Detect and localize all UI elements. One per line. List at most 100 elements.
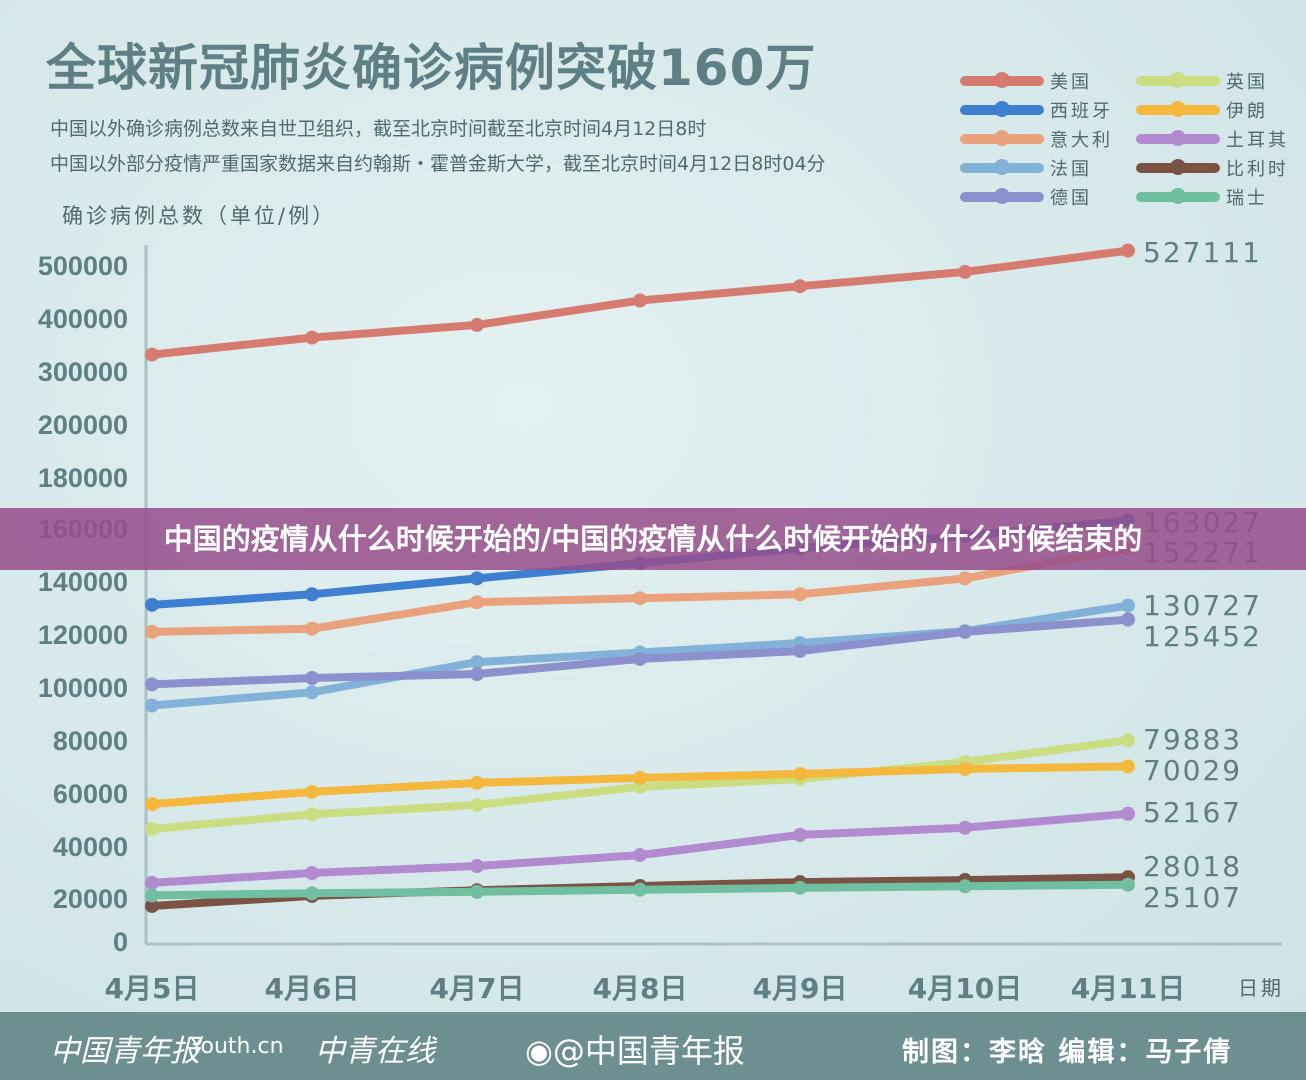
legend-label: 英国 (1226, 72, 1268, 93)
y-tick-label: 500000 (38, 251, 128, 281)
legend-label: 西班牙 (1050, 101, 1113, 122)
data-point (793, 643, 807, 658)
end-value-label: 70029 (1143, 754, 1242, 787)
logo-cyd: 中国青年报 (50, 1034, 200, 1069)
data-point (305, 784, 319, 799)
y-tick-label: 60000 (53, 779, 128, 809)
legend-label: 法国 (1050, 159, 1092, 180)
data-point (470, 571, 484, 586)
data-point (1121, 733, 1135, 748)
y-tick-label: 80000 (53, 726, 128, 756)
legend-swatch (960, 159, 1044, 175)
data-point (305, 886, 319, 901)
data-point (633, 848, 647, 863)
legend-item: 英国 (1136, 68, 1268, 94)
data-point (145, 597, 159, 612)
legend-label: 德国 (1050, 188, 1092, 209)
data-point (958, 820, 972, 835)
logo-cyol: 中青在线 (315, 1034, 435, 1069)
data-point (958, 879, 972, 894)
legend-label: 意大利 (1050, 130, 1113, 151)
legend-item: 西班牙 (960, 97, 1113, 123)
legend-swatch (1136, 188, 1220, 204)
legend-item: 意大利 (960, 126, 1113, 152)
x-tick-label: 4月10日 (908, 972, 1022, 1005)
y-tick-label: 300000 (38, 357, 128, 387)
data-point (633, 293, 647, 308)
y-axis-label: 确诊病例总数（单位/例） (62, 204, 337, 228)
data-point (470, 595, 484, 610)
y-tick-label: 140000 (38, 567, 128, 597)
data-point (305, 670, 319, 685)
data-point (305, 685, 319, 700)
weibo-text: @中国青年报 (552, 1032, 745, 1070)
data-point (793, 880, 807, 895)
legend-swatch (960, 130, 1044, 146)
data-point (470, 775, 484, 790)
data-point (793, 766, 807, 781)
y-tick-label: 120000 (38, 620, 128, 650)
legend-item: 美国 (960, 68, 1092, 94)
x-tick-label: 4月11日 (1071, 972, 1185, 1005)
legend-swatch (1136, 72, 1220, 88)
page-title: 全球新冠肺炎确诊病例突破160万 (46, 39, 817, 97)
data-point (958, 264, 972, 279)
end-value-label: 125452 (1143, 620, 1262, 653)
data-point (145, 797, 159, 812)
legend-label: 瑞士 (1226, 188, 1268, 209)
data-point (470, 884, 484, 899)
legend-item: 瑞士 (1136, 184, 1268, 210)
legend-label: 土耳其 (1226, 130, 1289, 151)
data-point (1121, 806, 1135, 821)
data-point (145, 888, 159, 903)
data-point (470, 667, 484, 682)
legend-item: 德国 (960, 184, 1092, 210)
data-point (305, 587, 319, 602)
data-point (633, 770, 647, 785)
data-point (793, 279, 807, 294)
y-tick-label: 400000 (38, 304, 128, 334)
data-point (470, 797, 484, 812)
x-tick-label: 4月9日 (753, 972, 848, 1005)
legend-label: 美国 (1050, 72, 1092, 93)
footer: 中国青年报 Youth.cn 中青在线 ◉@中国青年报 制图：李晗 编辑：马子倩 (0, 1012, 1306, 1080)
legend-swatch (960, 188, 1044, 204)
data-point (1121, 877, 1135, 892)
y-tick-label: 0 (113, 927, 128, 957)
data-point (145, 698, 159, 713)
legend-swatch (1136, 101, 1220, 117)
legend-swatch (1136, 159, 1220, 175)
overlay-banner: 中国的疫情从什么时候开始的/中国的疫情从什么时候开始的,什么时候结束的 (0, 508, 1306, 570)
data-point (793, 587, 807, 602)
legend-item: 伊朗 (1136, 97, 1268, 123)
data-point (145, 347, 159, 362)
data-point (470, 317, 484, 332)
data-point (470, 655, 484, 670)
x-tick-label: 4月8日 (593, 972, 688, 1005)
data-point (305, 330, 319, 345)
data-point (305, 807, 319, 822)
data-point (145, 875, 159, 890)
credits: 制图：李晗 编辑：马子倩 (902, 1037, 1233, 1068)
end-value-label: 527111 (1143, 236, 1262, 269)
x-axis-label: 日期 (1238, 976, 1284, 1000)
legend-item: 法国 (960, 155, 1092, 181)
data-point (1121, 759, 1135, 774)
subtitle-1: 中国以外确诊病例总数来自世卫组织，截至北京时间截至北京时间4月12日8时 (50, 118, 707, 140)
y-tick-label: 180000 (38, 463, 128, 493)
data-point (470, 859, 484, 874)
legend-swatch (960, 72, 1044, 88)
data-point (145, 624, 159, 639)
data-point (1121, 243, 1135, 258)
legend-label: 伊朗 (1226, 101, 1268, 122)
end-value-label: 25107 (1143, 881, 1242, 914)
data-point (958, 571, 972, 586)
end-value-label: 52167 (1143, 796, 1242, 829)
y-tick-label: 20000 (53, 884, 128, 914)
map-background (0, 0, 1306, 1012)
x-tick-label: 4月7日 (430, 972, 525, 1005)
weibo-handle: ◉@中国青年报 (525, 1026, 745, 1072)
data-point (958, 761, 972, 776)
logo-youth: Youth.cn (190, 1034, 284, 1059)
legend-item: 比利时 (1136, 155, 1289, 181)
